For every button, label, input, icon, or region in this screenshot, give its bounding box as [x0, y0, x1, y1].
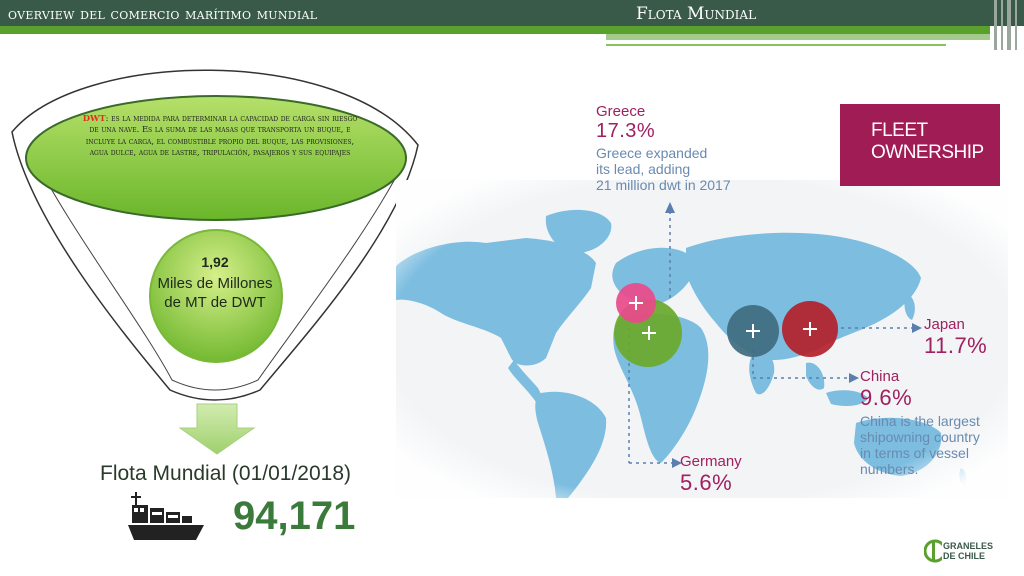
japan-pct: 11.7%	[924, 333, 988, 358]
cargo-ship-icon	[128, 492, 204, 540]
fleet-capacity: 1,92 Miles de Millones de MT de DWT	[150, 254, 280, 312]
japan-name: Japan	[924, 316, 965, 333]
down-arrow	[178, 403, 256, 455]
logo-line2: DE CHILE	[943, 551, 986, 561]
fleet-ownership-banner	[840, 104, 1000, 186]
fleet-ownership-title: FLEET OWNERSHIP	[871, 120, 984, 163]
graneles-logo-text: GRANELES DE CHILE	[943, 541, 993, 561]
logo-line1: GRANELES	[943, 541, 994, 551]
funnel-inner-line	[29, 149, 406, 391]
greece-pct: 17.3%	[596, 120, 656, 142]
greece-name: Greece	[596, 103, 646, 120]
header-accent-line	[606, 34, 990, 40]
slide-title: Flota Mundial	[636, 4, 757, 24]
world-fleet-label: Flota Mundial (01/01/2018)	[100, 462, 351, 485]
world-fleet-value: 94,171	[233, 494, 356, 538]
japan-label: Japan 11.7%	[924, 316, 987, 359]
header-accent-line-thin	[606, 44, 946, 46]
dwt-definition-text: : es la medida para determinar la capaci…	[85, 113, 358, 158]
germany-pct: 5.6%	[680, 470, 733, 495]
graneles-logo-icon	[924, 539, 942, 563]
header-accent-bar	[0, 26, 990, 34]
china-pct: 9.6%	[860, 385, 913, 410]
germany-name: Germany	[680, 453, 742, 470]
china-desc: China is the largest shipowning country …	[860, 413, 980, 477]
germany-label: Germany 5.6%	[680, 453, 742, 496]
fleet-capacity-label: Miles de Millones de MT de DWT	[157, 275, 273, 311]
china-label: China 9.6% China is the largest shipowni…	[860, 368, 980, 477]
header-stripes	[990, 0, 1024, 50]
dwt-definition-ellipse	[25, 95, 407, 221]
dwt-term: DWT	[82, 113, 106, 123]
header-bar	[0, 0, 1024, 26]
world-map	[396, 180, 1008, 498]
greece-label: Greece 17.3% Greece expanded its lead, a…	[596, 103, 731, 193]
fleet-capacity-value: 1,92	[201, 254, 229, 270]
slide-section-title: overview del comercio marítimo mundial	[8, 4, 318, 23]
fleet-capacity-circle	[149, 229, 283, 363]
dwt-definition: DWT: es la medida para determinar la cap…	[80, 113, 360, 159]
china-name: China	[860, 368, 900, 385]
greece-desc: Greece expanded its lead, adding 21 mill…	[596, 145, 731, 193]
